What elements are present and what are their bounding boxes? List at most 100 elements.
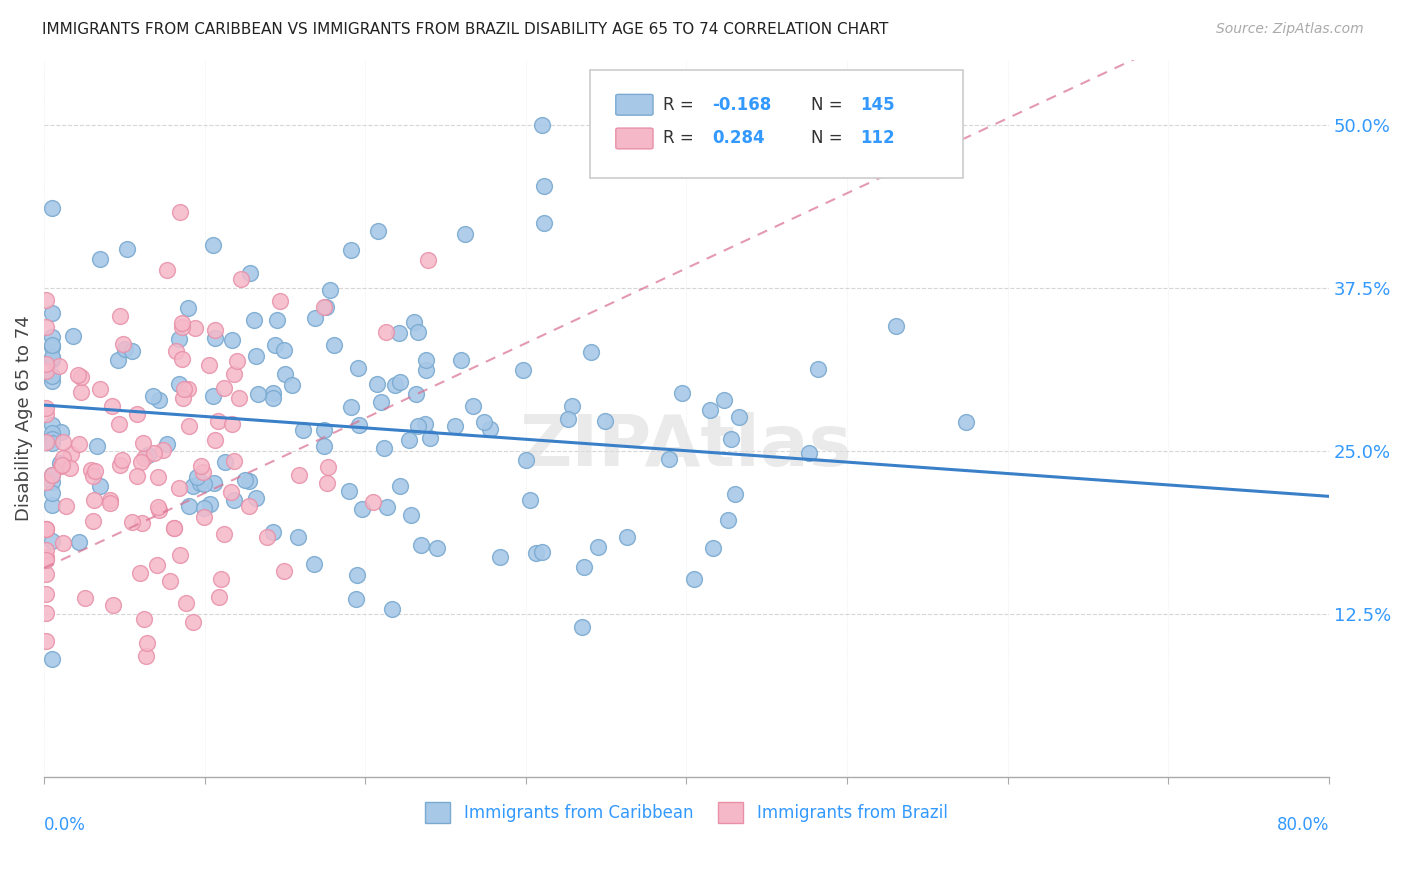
Point [159,574,181,588]
Point [224,454,246,468]
Point [292,423,315,437]
Point [41,485,63,500]
Point [41,426,63,441]
Point [79,463,101,477]
Point [170,351,193,366]
Point [515,453,537,467]
Point [66,368,89,382]
Point [586,540,609,554]
Point [35,606,58,620]
Point [49,457,72,471]
Point [146,558,169,572]
Point [367,224,389,238]
Point [209,573,232,587]
Point [52,536,75,550]
Point [170,319,193,334]
Point [519,492,541,507]
Point [682,572,704,586]
Point [156,262,179,277]
Point [344,591,367,606]
Point [207,413,229,427]
Point [415,363,437,377]
Point [176,596,198,610]
Point [41,201,63,215]
Point [148,502,170,516]
Point [402,315,425,329]
Point [273,343,295,357]
Point [41,468,63,483]
Point [212,381,235,395]
Point [238,499,260,513]
Point [41,374,63,388]
Point [82,468,104,483]
Point [59,461,82,475]
Point [198,497,221,511]
Point [132,436,155,450]
Point [60,447,83,461]
Point [41,432,63,446]
Point [35,401,58,415]
Point [266,313,288,327]
Point [337,484,360,499]
Point [318,283,340,297]
Point [262,386,284,401]
Point [121,344,143,359]
Point [41,436,63,450]
Point [121,516,143,530]
Point [426,541,449,555]
Point [35,549,58,564]
Point [83,493,105,508]
Point [176,301,198,315]
Point [533,178,555,193]
Point [245,491,267,506]
Point [807,362,830,376]
Point [280,377,302,392]
Point [373,442,395,456]
Point [125,408,148,422]
Point [35,357,58,371]
Point [219,484,242,499]
Point [242,312,264,326]
Point [82,514,104,528]
Point [288,467,311,482]
Point [111,336,134,351]
Point [156,436,179,450]
Point [204,331,226,345]
Point [181,479,204,493]
Point [221,333,243,347]
Point [713,393,735,408]
Point [388,326,411,340]
Point [169,548,191,562]
Point [35,542,58,557]
Point [561,399,583,413]
Point [70,385,93,400]
Point [198,358,221,372]
Point [169,205,191,219]
FancyBboxPatch shape [591,70,963,178]
Point [35,523,58,537]
Point [454,227,477,242]
Point [101,399,124,413]
Point [415,353,437,368]
Point [370,394,392,409]
Point [41,352,63,367]
Text: 112: 112 [860,129,894,147]
Point [479,422,502,436]
Point [323,337,346,351]
Point [107,352,129,367]
Point [35,566,58,581]
Point [247,387,270,401]
Point [142,389,165,403]
Text: Source: ZipAtlas.com: Source: ZipAtlas.com [1216,22,1364,37]
Point [262,391,284,405]
Point [472,415,495,429]
Point [35,407,58,421]
Point [51,459,73,474]
Point [101,598,124,612]
Point [167,332,190,346]
Point [388,479,411,493]
Point [720,432,742,446]
Point [35,364,58,378]
Point [201,389,224,403]
Point [399,508,422,523]
